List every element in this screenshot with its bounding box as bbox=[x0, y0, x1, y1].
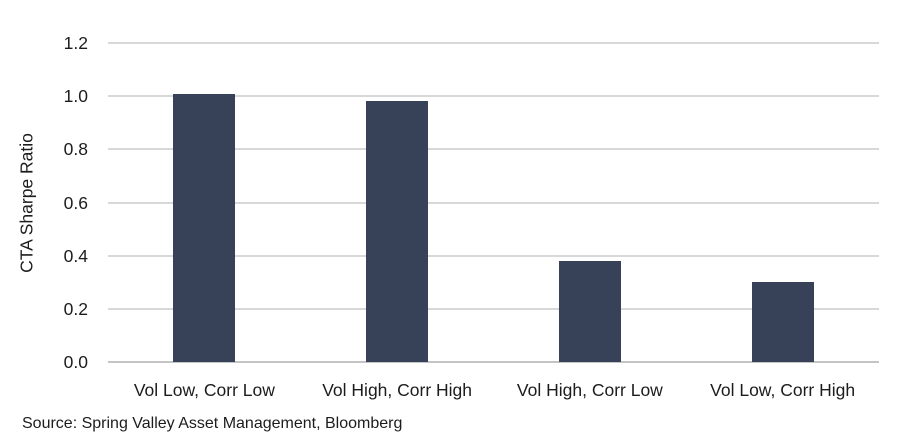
y-tick-label: 0.8 bbox=[63, 139, 88, 160]
gridline bbox=[108, 95, 879, 98]
y-tick-label: 1.2 bbox=[63, 33, 88, 53]
x-category-label: Vol Low, Corr Low bbox=[133, 380, 275, 400]
source-note: Source: Spring Valley Asset Management, … bbox=[22, 415, 403, 432]
bar bbox=[366, 101, 429, 362]
gridline bbox=[108, 254, 879, 257]
y-tick-label: 1.0 bbox=[63, 86, 88, 107]
x-category-label: Vol High, Corr Low bbox=[516, 380, 663, 400]
gridline bbox=[108, 201, 879, 204]
plot-area bbox=[108, 42, 879, 363]
y-tick-label: 0.2 bbox=[63, 298, 88, 319]
y-tick-label: 0.6 bbox=[63, 192, 88, 213]
gridline bbox=[108, 307, 879, 310]
gridline bbox=[108, 148, 879, 151]
y-axis-tick-labels: 0.0 0.2 0.4 0.6 0.8 1.0 1.2 bbox=[0, 0, 88, 445]
y-tick-label: 0.4 bbox=[63, 245, 88, 266]
x-category-label: Vol Low, Corr High bbox=[710, 380, 856, 400]
x-axis-category-labels: Vol Low, Corr Low Vol High, Corr High Vol … bbox=[108, 379, 879, 405]
gridline bbox=[108, 42, 879, 44]
bar bbox=[558, 260, 621, 362]
x-axis-line bbox=[108, 361, 879, 363]
x-category-label: Vol High, Corr High bbox=[322, 380, 473, 400]
bar bbox=[751, 282, 814, 362]
bar bbox=[173, 93, 236, 362]
y-tick-label: 0.0 bbox=[63, 352, 88, 372]
